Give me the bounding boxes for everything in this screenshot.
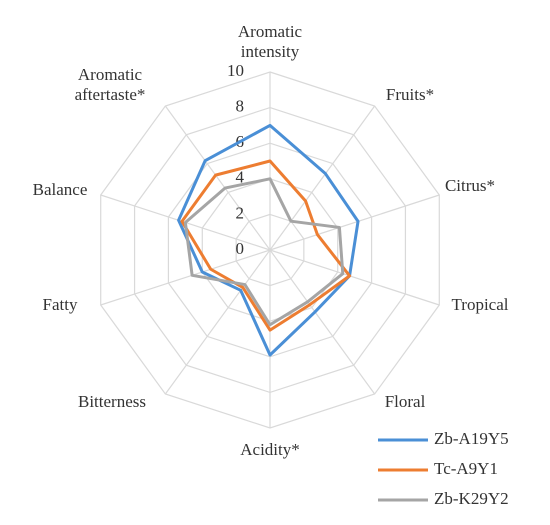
spoke — [164, 249, 271, 395]
category-label: Tropical — [451, 295, 509, 314]
series-line — [177, 123, 360, 357]
spoke — [164, 105, 271, 251]
category-label: Aromatic aftertaste* — [74, 65, 146, 104]
legend-label: Zb-K29Y2 — [434, 489, 509, 508]
series-line — [180, 159, 352, 332]
legend-label: Tc-A9Y1 — [434, 459, 498, 478]
spoke — [269, 194, 440, 251]
tick-label: 0 — [236, 239, 245, 258]
tick-label: 8 — [236, 97, 245, 116]
category-label: Balance — [32, 180, 88, 199]
category-label: Bitterness — [78, 392, 146, 411]
spoke — [269, 249, 440, 306]
category-label: Fatty — [42, 295, 78, 314]
category-label: Aromatic intensity — [237, 22, 303, 61]
category-label: Acidity* — [240, 440, 300, 459]
category-label: Fruits* — [385, 85, 435, 104]
spoke — [269, 249, 376, 395]
spoke — [269, 105, 376, 251]
tick-label: 10 — [227, 61, 244, 80]
series-line — [183, 177, 345, 327]
legend-label: Zb-A19Y5 — [434, 429, 509, 448]
tick-label: 4 — [236, 168, 245, 187]
spoke — [100, 249, 271, 306]
category-label: Citrus* — [444, 176, 496, 195]
category-label: Floral — [384, 392, 426, 411]
tick-label: 2 — [236, 203, 245, 222]
